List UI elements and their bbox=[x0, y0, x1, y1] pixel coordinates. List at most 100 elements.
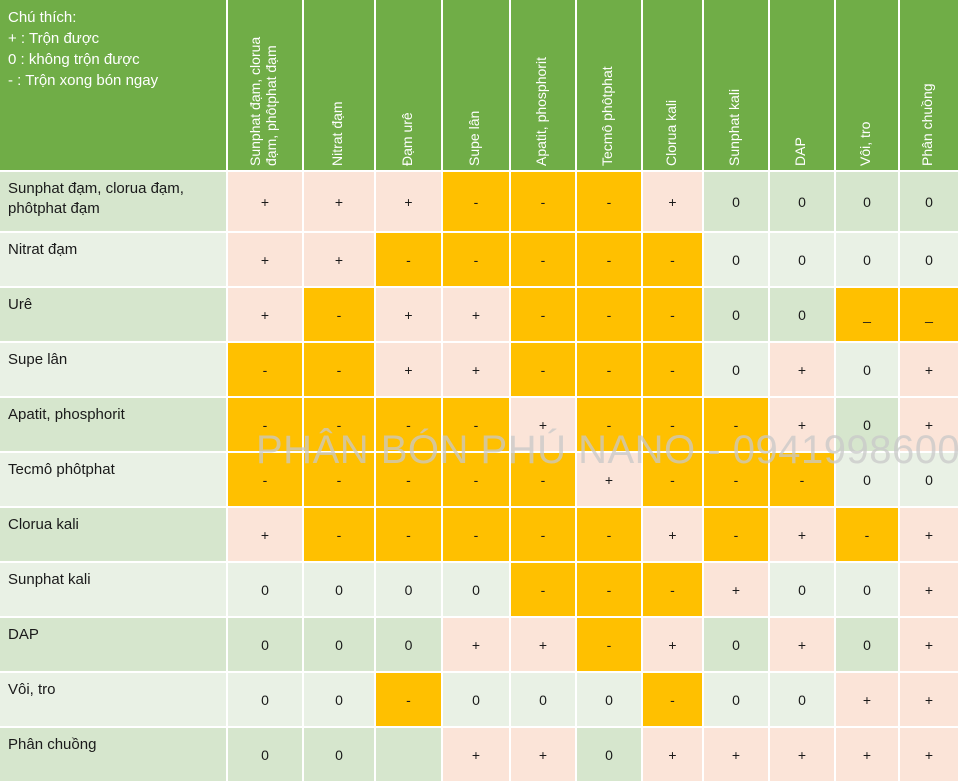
table-cell: 0 bbox=[376, 563, 443, 618]
table-cell: 0 bbox=[704, 673, 770, 728]
table-cell: 0 bbox=[304, 673, 376, 728]
table-cell: 0 bbox=[304, 728, 376, 783]
table-row: DAP 0 0 0 + + - +0 +0 + bbox=[0, 618, 960, 673]
table-cell: 0 bbox=[704, 343, 770, 398]
table-row: Vôi, tro 0 0-0 0 0-0 0 + + bbox=[0, 673, 960, 728]
table-cell: + bbox=[643, 728, 704, 783]
table-cell: 0 bbox=[228, 618, 304, 673]
table-cell: - bbox=[577, 343, 643, 398]
column-header: Phân chuồng bbox=[900, 0, 960, 172]
table-cell: - bbox=[304, 398, 376, 453]
legend-cell: Chú thích: + : Trộn được 0 : không trộn … bbox=[0, 0, 228, 172]
table-cell: 0 bbox=[228, 728, 304, 783]
table-cell: - bbox=[228, 398, 304, 453]
table-cell: - bbox=[577, 508, 643, 563]
column-header-label: Supe lân bbox=[466, 110, 482, 166]
column-header: Supe lân bbox=[443, 0, 511, 172]
table-cell: - bbox=[643, 398, 704, 453]
row-header: Apatit, phosphorit bbox=[0, 398, 228, 453]
legend-not-mixable: 0 : không trộn được bbox=[8, 51, 140, 68]
column-header-label: Vôi, tro bbox=[857, 121, 873, 166]
table-cell: - bbox=[376, 673, 443, 728]
table-cell: 0 bbox=[836, 343, 900, 398]
column-header: Sunphat đạm, clorua đạm, phôtphat đạm bbox=[228, 0, 304, 172]
table-cell: - bbox=[228, 453, 304, 508]
table-cell: 0 bbox=[836, 563, 900, 618]
table-cell: 0 bbox=[704, 172, 770, 233]
row-header: Tecmô phôtphat bbox=[0, 453, 228, 508]
table-cell: 0 bbox=[304, 563, 376, 618]
table-cell: - bbox=[443, 453, 511, 508]
table-cell: + bbox=[770, 398, 836, 453]
table-cell: + bbox=[900, 673, 960, 728]
table-cell: + bbox=[443, 288, 511, 343]
table-row: Clorua kali + - - - - - + - + - + bbox=[0, 508, 960, 563]
table-cell: + bbox=[443, 618, 511, 673]
row-header: DAP bbox=[0, 618, 228, 673]
table-row: Urê + - + + - - -0 0 _ _ bbox=[0, 288, 960, 343]
table-cell: 0 bbox=[836, 453, 900, 508]
table-cell: + bbox=[443, 343, 511, 398]
table-cell: + bbox=[228, 288, 304, 343]
table-cell: - bbox=[704, 398, 770, 453]
column-header: Vôi, tro bbox=[836, 0, 900, 172]
table-cell: 0 bbox=[770, 172, 836, 233]
table-cell: 0 bbox=[836, 233, 900, 288]
table-cell: + bbox=[376, 288, 443, 343]
table-cell: + bbox=[511, 398, 577, 453]
table-cell: 0 bbox=[836, 172, 900, 233]
column-header: Sunphat kali bbox=[704, 0, 770, 172]
table-cell: + bbox=[836, 673, 900, 728]
table-cell: - bbox=[577, 563, 643, 618]
table-cell: 0 bbox=[577, 728, 643, 783]
table-cell: - bbox=[228, 343, 304, 398]
table-cell: - bbox=[577, 618, 643, 673]
row-header: Vôi, tro bbox=[0, 673, 228, 728]
legend-title: Chú thích: bbox=[8, 9, 77, 26]
table-cell: - bbox=[704, 453, 770, 508]
table-cell: - bbox=[511, 288, 577, 343]
table-cell: + bbox=[900, 398, 960, 453]
table-cell: - bbox=[704, 508, 770, 563]
table-row: Apatit, phosphorit - - - - + - - - +0 + bbox=[0, 398, 960, 453]
row-header: Clorua kali bbox=[0, 508, 228, 563]
table-cell: + bbox=[836, 728, 900, 783]
column-header: DAP bbox=[770, 0, 836, 172]
table-cell: - bbox=[643, 453, 704, 508]
column-header: Clorua kali bbox=[643, 0, 704, 172]
table-cell: + bbox=[900, 728, 960, 783]
column-header-label: Đạm urê bbox=[398, 112, 415, 166]
row-header: Nitrat đạm bbox=[0, 233, 228, 288]
table-cell: - bbox=[577, 398, 643, 453]
table-cell: 0 bbox=[836, 398, 900, 453]
legend-apply-immediately: - : Trộn xong bón ngay bbox=[8, 72, 159, 89]
table-cell: 0 bbox=[900, 233, 960, 288]
column-header: Đạm urê bbox=[376, 0, 443, 172]
table-row: Supe lân - - + + - - -0 +0 + bbox=[0, 343, 960, 398]
table-cell: - bbox=[443, 172, 511, 233]
table-cell: - bbox=[443, 233, 511, 288]
table-cell: 0 bbox=[376, 618, 443, 673]
table-cell: 0 bbox=[304, 618, 376, 673]
table-row: Phân chuồng 0 0 + +0 + + + + + bbox=[0, 728, 960, 783]
table-cell: _ bbox=[900, 288, 960, 343]
table-cell: - bbox=[577, 172, 643, 233]
table-cell: + bbox=[376, 172, 443, 233]
table-cell: - bbox=[376, 453, 443, 508]
table-cell: - bbox=[643, 288, 704, 343]
table-cell: - bbox=[304, 453, 376, 508]
table-cell: - bbox=[511, 343, 577, 398]
table-cell: + bbox=[704, 563, 770, 618]
table-cell: + bbox=[643, 618, 704, 673]
table-body: Sunphat đạm, clorua đạm, phôtphat đạm + + +… bbox=[0, 172, 960, 783]
table-cell: - bbox=[376, 233, 443, 288]
table-cell: - bbox=[376, 508, 443, 563]
column-header-label: Sunphat kali bbox=[726, 88, 742, 166]
table-cell: + bbox=[643, 172, 704, 233]
table-cell: - bbox=[836, 508, 900, 563]
column-header-label: Apatit, phosphorit bbox=[533, 57, 549, 166]
table-cell: + bbox=[900, 508, 960, 563]
table-cell: - bbox=[511, 508, 577, 563]
column-header: Apatit, phosphorit bbox=[511, 0, 577, 172]
